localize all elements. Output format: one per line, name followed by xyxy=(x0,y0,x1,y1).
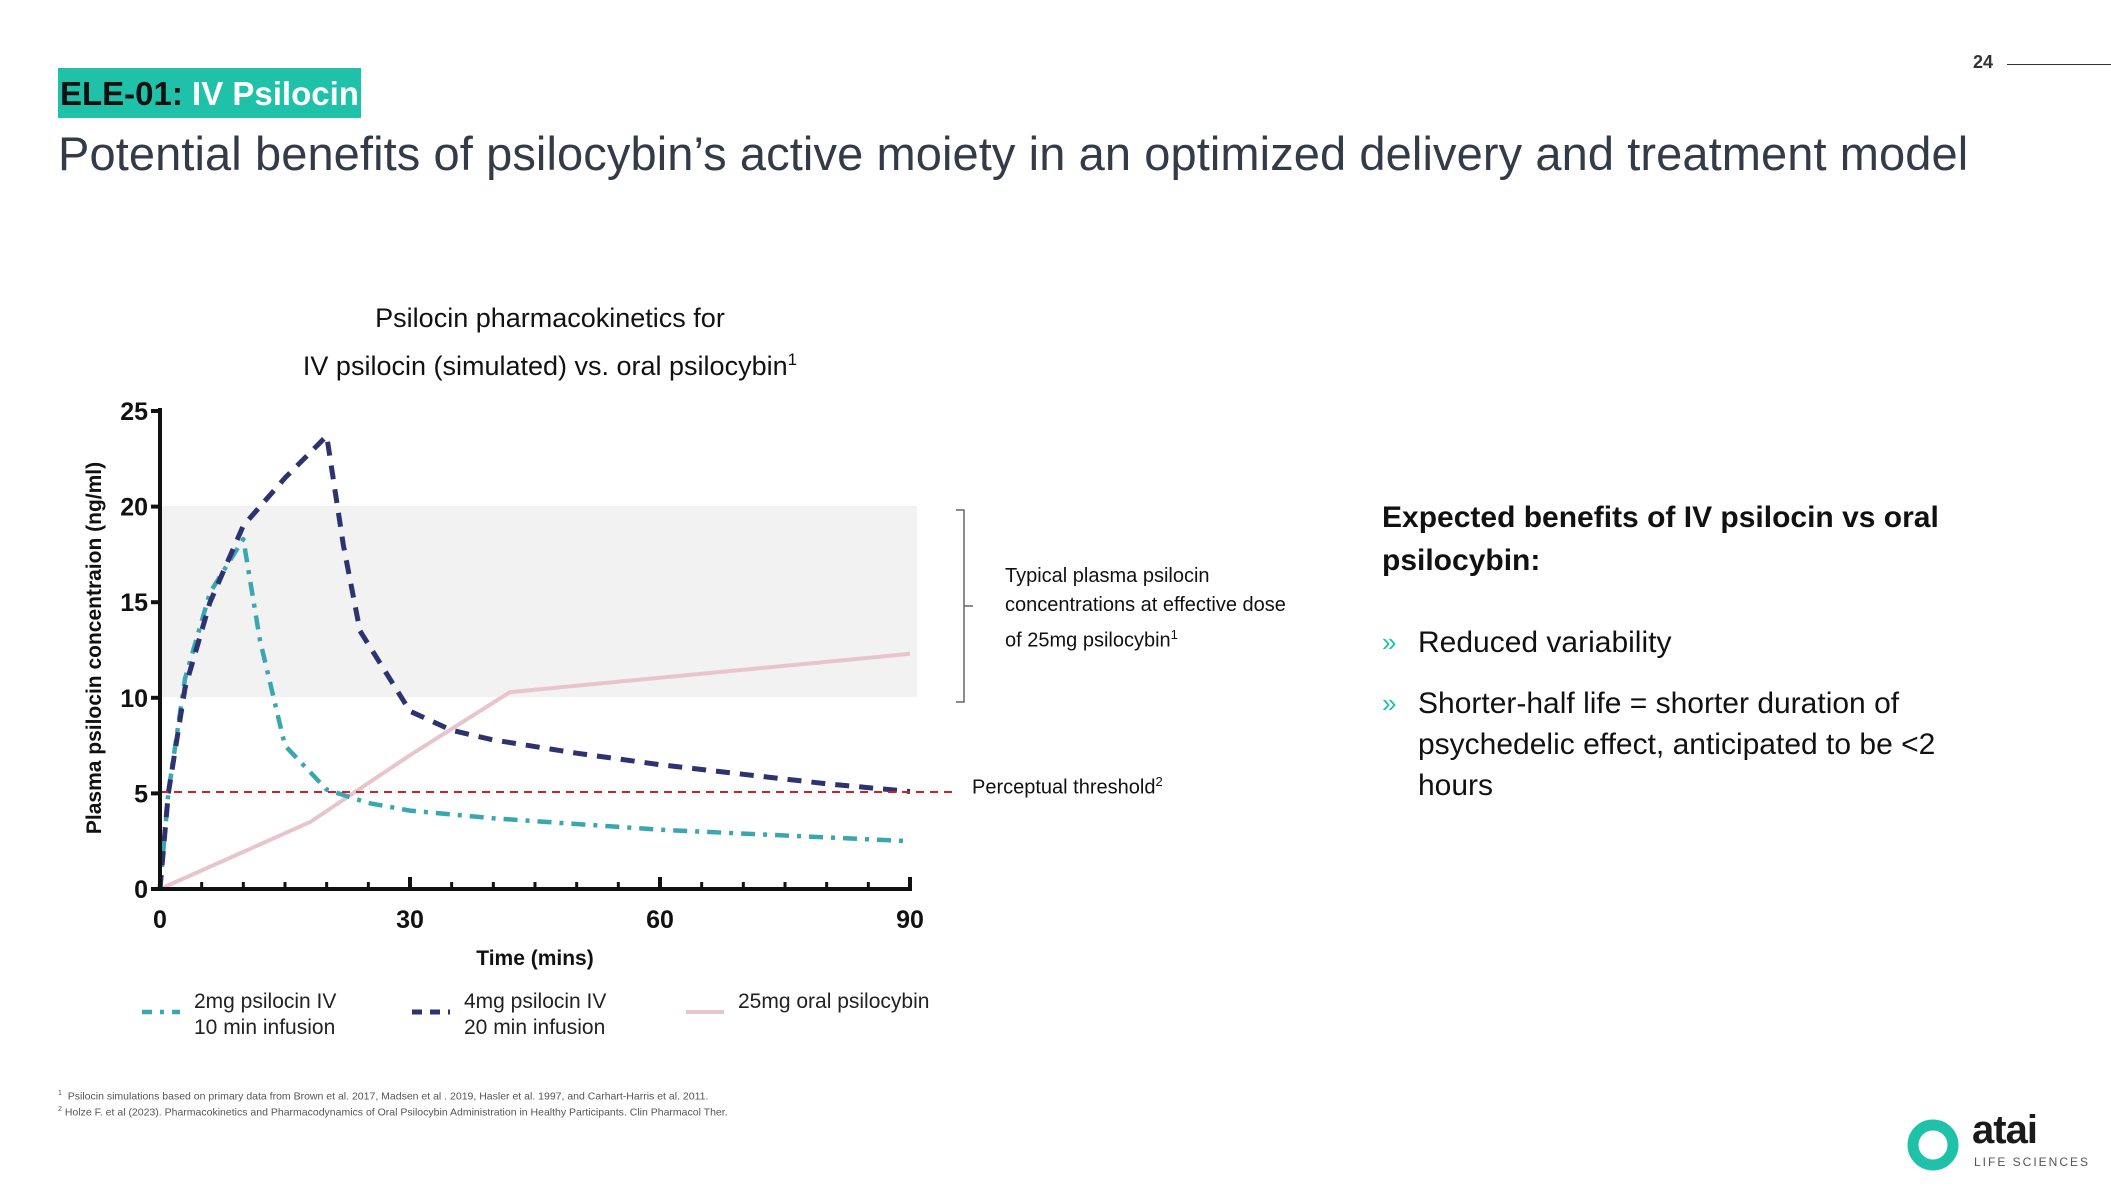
threshold-annotation: Perceptual threshold2 xyxy=(972,774,1163,800)
y-axis-label: Plasma psilocin concentraion (ng/ml) xyxy=(83,462,106,834)
x-axis-label: Time (mins) xyxy=(476,947,593,970)
benefit-item-text: Shorter-half life = shorter duration of … xyxy=(1418,687,1936,802)
logo-ring-icon xyxy=(1907,1119,1959,1171)
footnote: 2 Holze F. et al (2023). Pharmacokinetic… xyxy=(58,1106,728,1119)
benefit-item: » Reduced variability xyxy=(1382,622,2002,663)
section-tag-name: IV Psilocin xyxy=(192,75,359,112)
y-tick-label: 5 xyxy=(134,780,148,808)
section-tag-code: ELE-01: xyxy=(60,75,183,112)
chart-title-sup: 1 xyxy=(787,350,798,369)
footnote-text: Holze F. et al (2023). Pharmacokinetics … xyxy=(64,1106,728,1119)
chart-title-line-1: Psilocin pharmacokinetics for xyxy=(375,303,725,333)
y-tick-label: 10 xyxy=(120,685,148,713)
logo-wordmark: atai xyxy=(1972,1108,2038,1152)
series-line xyxy=(157,536,911,890)
benefit-item-text: Reduced variability xyxy=(1418,626,1672,659)
legend-label: 4mg psilocin IV 20 min infusion xyxy=(464,990,606,1039)
bullet-chevron-icon: » xyxy=(1382,627,1397,657)
y-tick-label: 15 xyxy=(120,589,148,617)
threshold-annotation-sup: 2 xyxy=(1155,774,1163,789)
x-tick-label: 0 xyxy=(153,906,167,934)
band-bracket xyxy=(956,509,973,703)
y-tick-label: 20 xyxy=(120,494,148,522)
y-tick-label: 25 xyxy=(120,398,148,426)
effective-range-band xyxy=(160,506,917,697)
atai-logo xyxy=(1907,1119,1959,1171)
benefits-heading: Expected benefits of IV psilocin vs oral… xyxy=(1382,501,1939,577)
logo-subtitle: LIFE SCIENCES xyxy=(1974,1155,2091,1169)
benefit-item: » Shorter-half life = shorter duration o… xyxy=(1382,683,2002,806)
threshold-annotation-text: Perceptual threshold xyxy=(972,776,1156,799)
band-annotation-sup: 1 xyxy=(1170,627,1178,642)
footnote-sup: 1 xyxy=(58,1090,62,1097)
band-annotation: Typical plasma psilocin concentrations a… xyxy=(1005,562,1295,656)
footnote-text: Psilocin simulations based on primary da… xyxy=(67,1090,709,1103)
section-tag: ELE-01: IV Psilocin xyxy=(58,68,361,118)
x-tick-label: 60 xyxy=(646,906,674,934)
tick-layer: 0 5 10 15 20 25 0 30 60 90 xyxy=(120,398,924,934)
page-number: 24 xyxy=(1973,52,1994,72)
x-tick-label: 90 xyxy=(896,906,924,934)
bullet-chevron-icon: » xyxy=(1382,688,1397,718)
page-number-rule xyxy=(2007,64,2111,65)
series-line xyxy=(159,651,911,891)
series-layer xyxy=(157,433,911,891)
band-annotation-text: Typical plasma psilocin concentrations a… xyxy=(1005,565,1286,652)
legend-label: 25mg oral psilocybin xyxy=(738,990,929,1013)
chart-title-line-2-text: IV psilocin (simulated) vs. oral psilocy… xyxy=(302,351,788,381)
legend-label: 2mg psilocin IV 10 min infusion xyxy=(194,990,336,1039)
page-title: Potential benefits of psilocybin’s activ… xyxy=(58,127,1969,180)
footnote-sup: 2 xyxy=(58,1106,62,1113)
x-tick-label: 30 xyxy=(396,906,424,934)
chart-title: Psilocin pharmacokinetics for IV psiloci… xyxy=(210,298,890,387)
chart-title-line-2: IV psilocin (simulated) vs. oral psilocy… xyxy=(210,339,890,387)
legend: 2mg psilocin IV 10 min infusion 4mg psiloc… xyxy=(142,990,929,1039)
y-tick-label: 0 xyxy=(134,876,148,904)
footnote: 1 Psilocin simulations based on primary … xyxy=(58,1090,708,1103)
